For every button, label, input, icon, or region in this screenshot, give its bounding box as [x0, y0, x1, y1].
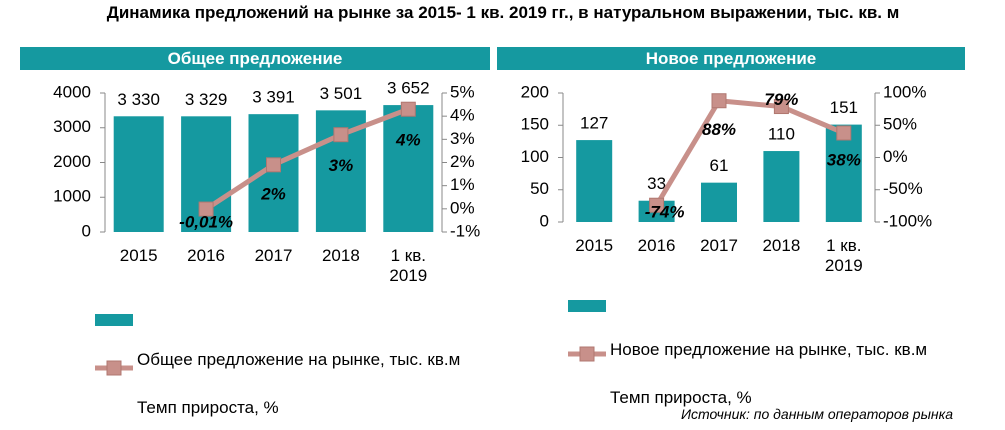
legend-swatch — [568, 300, 606, 312]
growth-line — [204, 106, 410, 212]
x-tick-label: 1 кв. 2019 — [389, 246, 428, 285]
y-tick-label: 4000 — [53, 82, 91, 101]
legend-label: Темп прироста, % — [610, 388, 752, 407]
x-tick-label: 2017 — [700, 236, 738, 255]
y2-tick-label: 0% — [883, 147, 908, 166]
y2-tick-label: 1% — [450, 175, 475, 194]
legend-swatch — [579, 346, 595, 362]
bar-label: 3 329 — [185, 90, 228, 109]
legend-label: Темп прироста, % — [137, 398, 279, 417]
growth-label: 79% — [764, 90, 798, 109]
legend-swatch — [106, 360, 122, 376]
y-tick-label: 0 — [82, 221, 91, 240]
growth-marker — [773, 99, 789, 115]
y-tick-label: 0 — [540, 211, 549, 230]
y2-tick-label: -100% — [883, 211, 932, 230]
bar-label: 3 652 — [387, 79, 430, 98]
y2-tick-label: 3% — [450, 129, 475, 148]
y-tick-label: 150 — [521, 115, 549, 134]
y2-tick-label: 100% — [883, 82, 926, 101]
legend-label: Новое предложение на рынке, тыс. кв.м — [610, 340, 928, 359]
legend-swatch — [95, 314, 133, 326]
bar-label: 3 391 — [252, 88, 295, 107]
x-tick-label: 2018 — [321, 246, 360, 265]
growth-marker — [266, 157, 281, 173]
y2-tick-label: -1% — [450, 221, 480, 240]
y2-tick-label: 4% — [450, 106, 475, 125]
source-note: Источник: по данным операторов рынка — [680, 406, 953, 422]
y-tick-label: 2000 — [53, 152, 91, 171]
page-title: Динамика предложений на рынке за 2015- 1… — [106, 3, 900, 22]
y-tick-label: 3000 — [53, 117, 91, 136]
chart-header: Общее предложение — [20, 47, 490, 70]
growth-marker — [836, 125, 852, 141]
growth-marker — [198, 201, 214, 217]
y2-tick-label: 0% — [450, 198, 475, 217]
x-tick-label: 2015 — [575, 236, 614, 255]
bar-label: 151 — [830, 98, 858, 117]
growth-line — [654, 98, 845, 207]
growth-marker — [400, 101, 416, 117]
growth-label: 38% — [827, 150, 861, 169]
x-tick-label: 2016 — [637, 236, 676, 255]
y-tick-label: 50 — [530, 179, 549, 198]
y-tick-label: 1000 — [53, 187, 91, 206]
bar-label: 3 330 — [117, 90, 160, 109]
growth-marker — [649, 197, 665, 213]
x-tick-label: 2015 — [119, 246, 158, 265]
bar — [576, 140, 613, 222]
bar — [113, 116, 164, 232]
bar-label: 33 — [647, 174, 666, 193]
growth-marker — [711, 93, 727, 109]
y2-tick-label: -50% — [883, 179, 923, 198]
growth-label: 3% — [329, 156, 354, 175]
bar — [825, 124, 862, 222]
growth-label: 2% — [260, 184, 286, 203]
y-tick-label: 200 — [521, 82, 549, 101]
bar-label: 110 — [768, 125, 795, 144]
chart-header: Новое предложение — [497, 47, 965, 70]
y-tick-label: 100 — [521, 147, 549, 166]
bar — [383, 105, 434, 232]
y2-tick-label: 5% — [450, 82, 475, 101]
y2-tick-label: 2% — [450, 152, 475, 171]
growth-label: -0,01% — [179, 213, 233, 232]
growth-label: -74% — [645, 203, 685, 222]
x-tick-label: 2017 — [254, 246, 293, 265]
bar — [763, 151, 800, 222]
x-tick-label: 2016 — [187, 246, 225, 265]
bar-label: 127 — [580, 114, 608, 133]
x-tick-label: 2018 — [762, 236, 801, 255]
bar — [248, 114, 299, 232]
bar — [701, 182, 737, 222]
growth-marker — [333, 127, 349, 143]
bar-label: 3 501 — [320, 84, 363, 103]
x-tick-label: 1 кв. 2019 — [824, 236, 863, 275]
growth-label: 88% — [702, 120, 736, 139]
bar-label: 61 — [710, 156, 729, 175]
growth-label: 4% — [395, 131, 421, 150]
y2-tick-label: 50% — [883, 115, 917, 134]
legend-label: Общее предложение на рынке, тыс. кв.м — [137, 350, 461, 369]
